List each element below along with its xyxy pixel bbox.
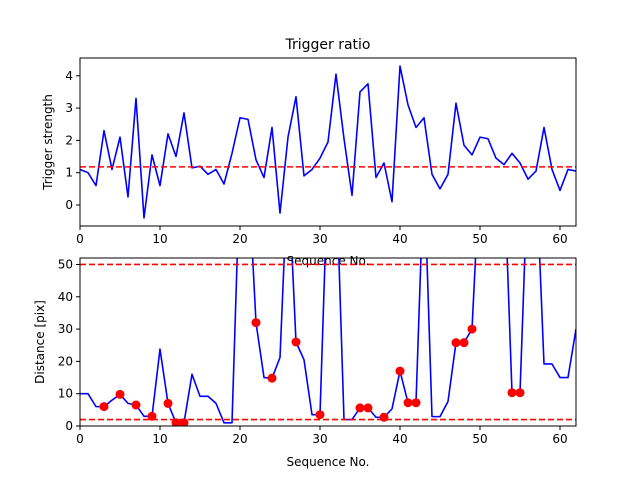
y-tick-label: 40 bbox=[58, 290, 73, 304]
x-tick-label: 60 bbox=[552, 232, 567, 246]
y-tick-label: 20 bbox=[58, 354, 73, 368]
y-tick-label: 1 bbox=[65, 166, 73, 180]
data-point-marker bbox=[99, 402, 109, 412]
data-point-marker bbox=[131, 400, 141, 410]
y-axis-label: Trigger strength bbox=[41, 94, 55, 191]
series-line bbox=[80, 65, 576, 219]
data-point-marker bbox=[355, 403, 365, 413]
data-point-marker bbox=[403, 398, 413, 408]
x-tick-label: 30 bbox=[312, 432, 327, 446]
y-tick-label: 30 bbox=[58, 322, 73, 336]
y-tick-label: 0 bbox=[65, 198, 73, 212]
data-point-marker bbox=[115, 389, 125, 399]
x-tick-label: 10 bbox=[152, 432, 167, 446]
data-point-marker bbox=[251, 318, 261, 328]
data-point-marker bbox=[507, 388, 517, 398]
data-point-marker bbox=[163, 398, 173, 408]
y-tick-label: 0 bbox=[65, 419, 73, 433]
data-point-marker bbox=[459, 338, 469, 348]
data-point-marker bbox=[411, 398, 421, 408]
data-point-marker bbox=[363, 403, 373, 413]
trigger-ratio-chart: Trigger ratio 0 10 20 30 40 50 60 0 1 2 3 4 Sequen… bbox=[41, 37, 577, 268]
x-tick-label: 30 bbox=[312, 232, 327, 246]
y-axis-label: Distance [pix] bbox=[33, 300, 47, 384]
data-point-marker bbox=[291, 337, 301, 347]
data-point-marker bbox=[147, 411, 157, 421]
y-tick-label: 2 bbox=[65, 133, 73, 147]
data-point-marker bbox=[379, 412, 389, 422]
data-point-marker bbox=[267, 373, 277, 383]
x-tick-label: 40 bbox=[392, 232, 407, 246]
plot-frame bbox=[79, 257, 577, 427]
data-point-marker bbox=[451, 338, 461, 348]
data-point-marker bbox=[467, 324, 477, 334]
data-point-marker bbox=[395, 366, 405, 376]
y-tick-label: 3 bbox=[65, 101, 73, 115]
x-tick-label: 50 bbox=[472, 432, 487, 446]
x-tick-label: 40 bbox=[392, 432, 407, 446]
data-point-marker bbox=[315, 410, 325, 420]
x-tick-label: 20 bbox=[232, 232, 247, 246]
x-tick-label: 20 bbox=[232, 432, 247, 446]
distance-chart: 0 10 20 30 40 50 60 0 10 20 30 40 50 Sequence No. D… bbox=[33, 257, 577, 469]
x-tick-label: 0 bbox=[76, 232, 84, 246]
x-tick-label: 60 bbox=[552, 432, 567, 446]
data-point-marker bbox=[515, 388, 525, 398]
chart-title: Trigger ratio bbox=[284, 37, 370, 53]
x-tick-label: 10 bbox=[152, 232, 167, 246]
series-line bbox=[80, 258, 576, 424]
y-tick-label: 50 bbox=[58, 257, 73, 271]
x-tick-label: 50 bbox=[472, 232, 487, 246]
y-tick-label: 4 bbox=[65, 69, 73, 83]
x-axis-label: Sequence No. bbox=[287, 455, 370, 469]
x-axis-label: Sequence No. bbox=[287, 254, 370, 268]
y-tick-label: 10 bbox=[58, 387, 73, 401]
x-tick-label: 0 bbox=[76, 432, 84, 446]
plot-frame bbox=[79, 57, 577, 227]
